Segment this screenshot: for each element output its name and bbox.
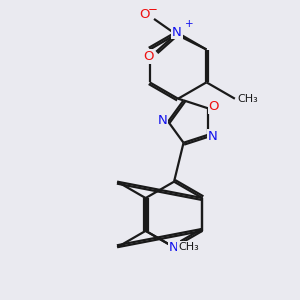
Text: O: O <box>139 8 149 21</box>
Text: N: N <box>208 130 218 143</box>
Text: N: N <box>172 26 182 38</box>
Text: CH₃: CH₃ <box>238 94 258 104</box>
Text: O: O <box>209 100 219 113</box>
Text: O: O <box>143 50 154 63</box>
Text: N: N <box>158 114 168 127</box>
Text: CH₃: CH₃ <box>178 242 199 252</box>
Text: +: + <box>185 20 193 29</box>
Text: −: − <box>148 3 158 16</box>
Text: N: N <box>169 241 179 254</box>
